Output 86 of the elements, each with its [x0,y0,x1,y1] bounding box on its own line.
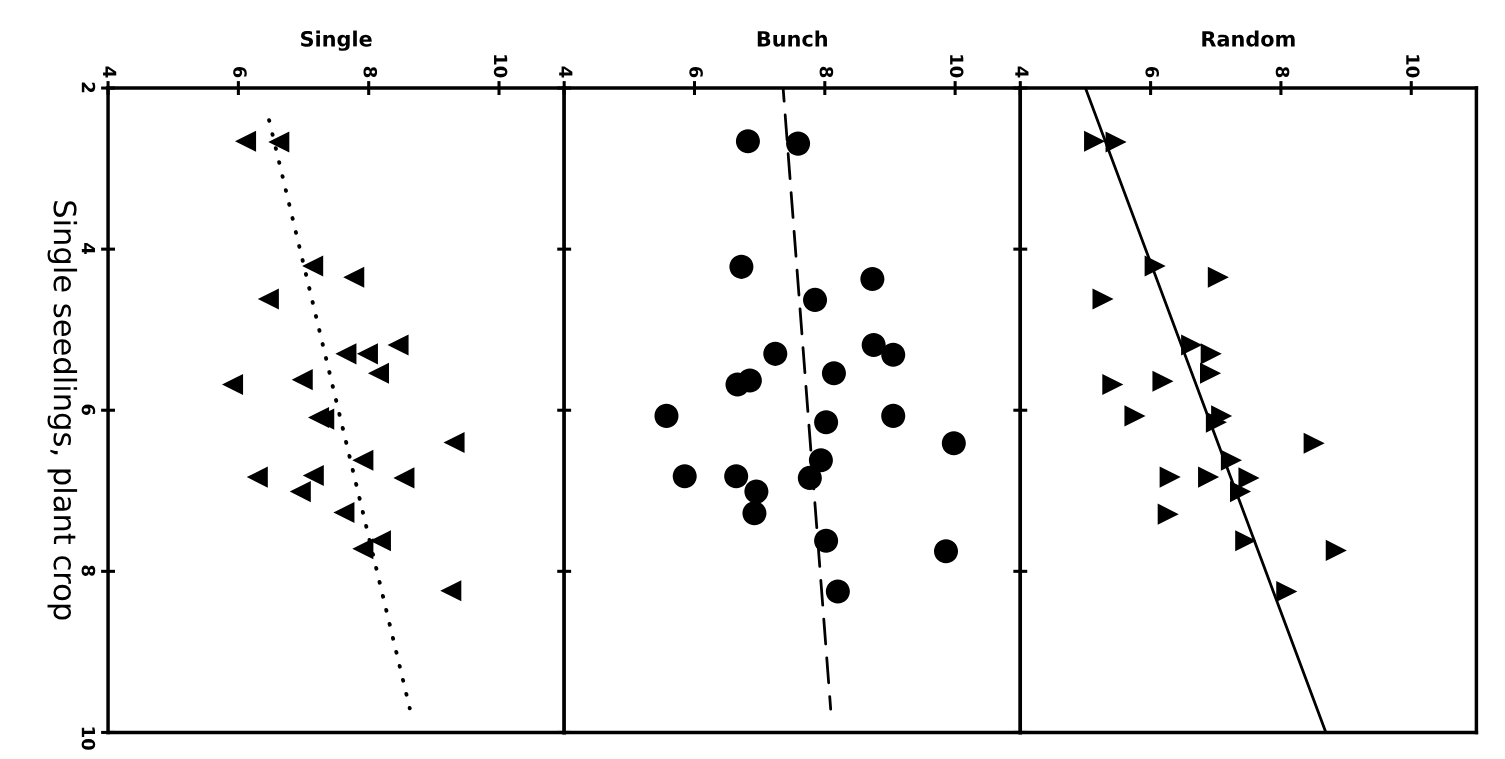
point [742,501,767,526]
y-axis-title: Single seedlings, plant crop [47,201,78,620]
point [1207,266,1229,288]
point [1152,370,1174,392]
x-tick-label: 6 [233,66,247,78]
point [803,287,828,312]
point [860,266,885,291]
point [246,466,268,488]
point [356,343,378,365]
point [1200,362,1222,384]
point [335,343,357,365]
point [814,410,839,435]
point [1092,288,1114,310]
point [221,373,244,395]
x-tick-label: 8 [819,66,834,78]
x-tick-label: 4 [103,66,117,78]
y-tick-label: 6 [81,404,96,415]
point [1102,373,1124,395]
point [814,528,839,553]
point [786,131,811,156]
point [343,266,365,288]
point [737,368,762,393]
point [1144,255,1166,277]
x-tick-label: 10 [493,55,508,78]
point [821,361,846,386]
chart-title: Random [1202,30,1295,47]
point [333,502,355,524]
point [861,332,886,358]
x-tick-label: 10 [1406,55,1420,78]
point [1157,503,1179,525]
point [724,464,749,489]
point [933,539,959,564]
point [352,538,374,560]
point [1159,466,1181,488]
x-tick-label: 6 [1145,66,1160,78]
chart-title: Bunch [757,30,827,47]
point [1205,411,1227,433]
point [1238,467,1260,489]
x-tick-label: 4 [1015,66,1029,78]
point [1084,130,1106,152]
x-tick-label: 6 [689,66,703,78]
point [881,342,906,367]
point [1303,432,1325,454]
point [1200,343,1222,365]
point [881,403,906,428]
point [268,131,290,153]
point [367,362,389,384]
x-tick-label: 10 [949,55,964,78]
y-tick-label: 10 [81,727,96,750]
point [808,448,833,473]
point [1230,481,1252,503]
x-tick-label: 8 [1275,66,1290,78]
y-tick-label: 8 [81,565,96,576]
point [1181,334,1203,356]
chart-title: Single [301,30,372,51]
point [387,334,409,356]
point [763,341,788,366]
point [1235,530,1257,552]
point [257,288,279,310]
x-tick-label: 8 [363,66,378,78]
point [443,431,465,453]
point [735,129,760,154]
point [235,130,257,152]
point [289,481,311,503]
point [352,449,374,471]
point [729,254,754,279]
point [393,467,415,489]
y-tick-label: 2 [81,82,96,93]
point [1105,131,1127,153]
point [825,579,850,604]
y-tick-label: 4 [81,243,95,255]
point [291,369,313,391]
x-tick-label: 4 [559,66,573,78]
point [941,431,966,456]
point [744,479,769,504]
point [1124,405,1146,427]
point [797,465,822,490]
point [654,403,679,428]
point [1198,466,1220,488]
point [672,464,697,489]
point [1220,449,1242,471]
point [302,464,324,487]
point [302,255,324,277]
point [1276,580,1298,603]
point [440,580,462,602]
point [1325,539,1347,561]
